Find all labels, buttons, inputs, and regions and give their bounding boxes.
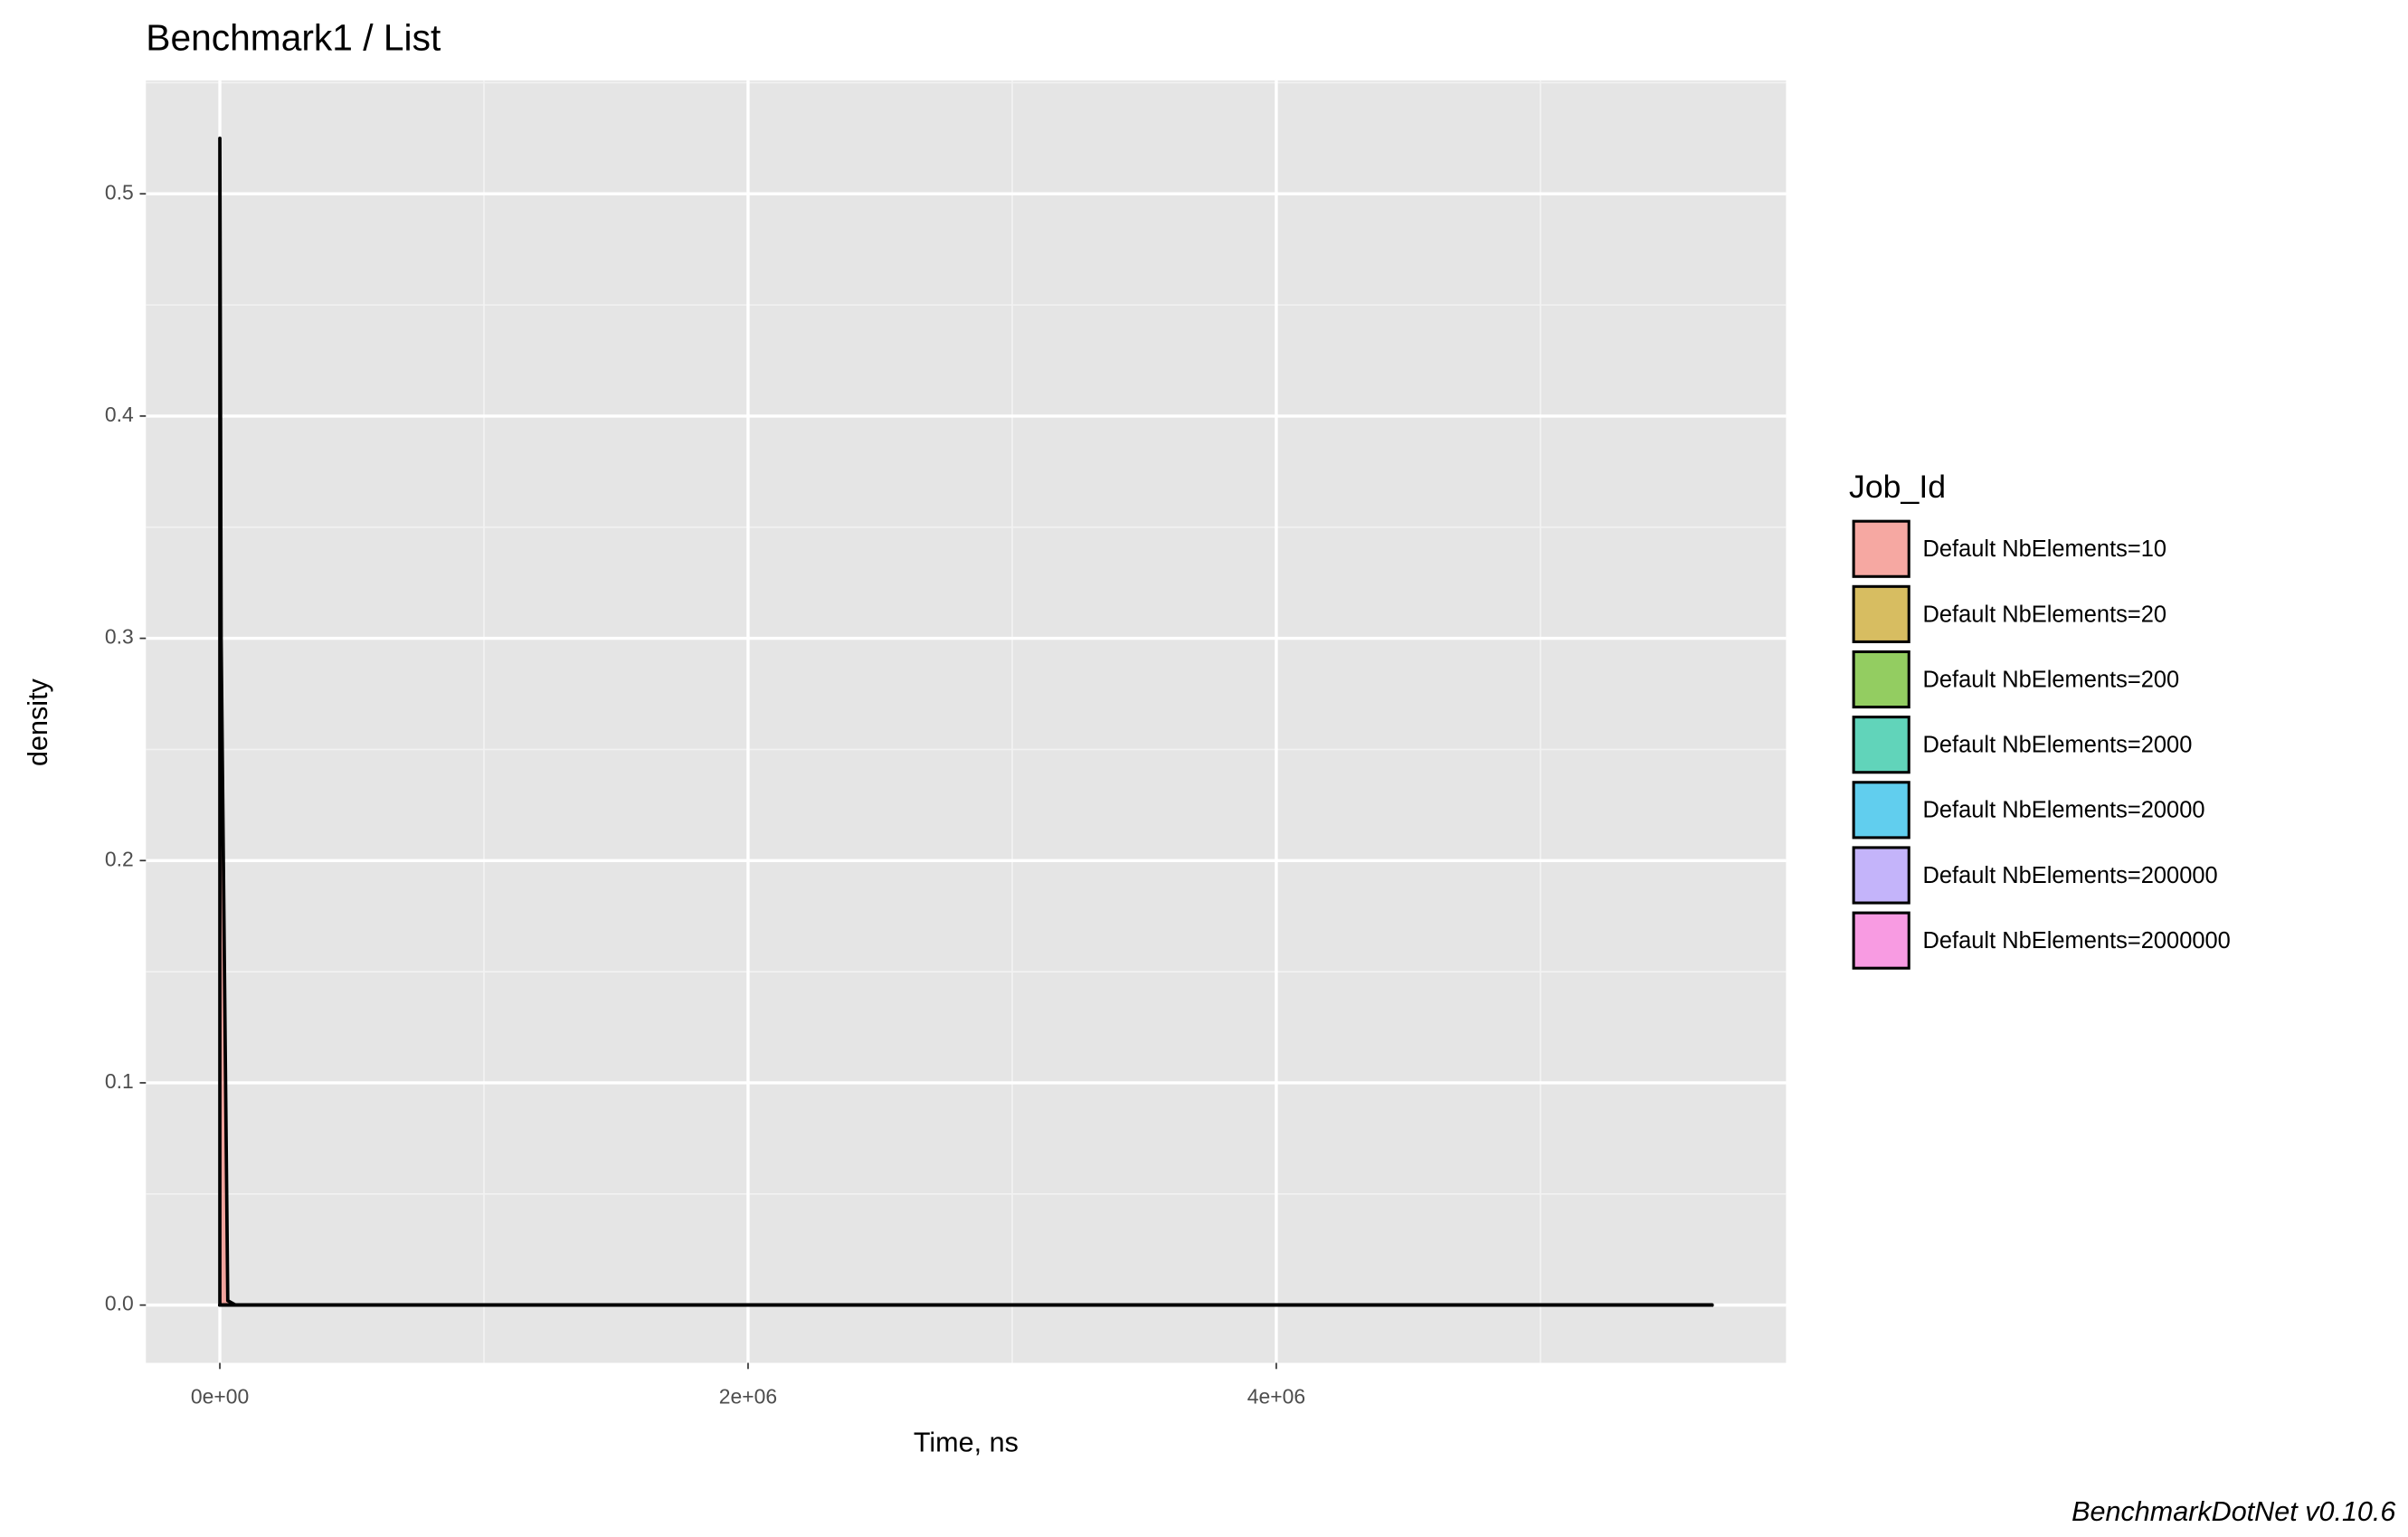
legend-label: Default NbElements=10 — [1923, 536, 2167, 562]
legend-key — [1852, 650, 1910, 709]
panel — [146, 80, 1787, 1363]
legend-key — [1852, 716, 1910, 774]
y-axis-title: density — [23, 678, 53, 766]
x-tick-label: 2e+06 — [719, 1385, 777, 1409]
y-tick-label: 0.3 — [105, 625, 134, 649]
y-tick-label: 0.1 — [105, 1069, 134, 1093]
x-tick-label: 4e+06 — [1247, 1385, 1305, 1409]
y-tick-label: 0.4 — [105, 403, 134, 426]
legend-key — [1852, 911, 1910, 970]
y-tick-label: 0.2 — [105, 847, 134, 870]
x-tick-label: 0e+00 — [191, 1385, 249, 1409]
legend-label: Default NbElements=20 — [1923, 602, 2167, 627]
legend-key — [1852, 846, 1910, 905]
y-tick-label: 0.5 — [105, 180, 134, 204]
legend-label: Default NbElements=200000 — [1923, 863, 2218, 888]
legend-title: Job_Id — [1849, 469, 1946, 505]
chart-title: Benchmark1 / List — [146, 17, 441, 59]
legend-label: Default NbElements=2000000 — [1923, 928, 2231, 954]
legend-key — [1852, 781, 1910, 840]
y-tick-label: 0.0 — [105, 1292, 134, 1315]
legend-label: Default NbElements=20000 — [1923, 798, 2205, 823]
legend-key — [1852, 519, 1910, 578]
legend-label: Default NbElements=2000 — [1923, 733, 2193, 758]
x-axis-title: Time, ns — [914, 1428, 1019, 1458]
legend-key — [1852, 584, 1910, 643]
caption: BenchmarkDotNet v0.10.6 — [2071, 1496, 2395, 1527]
legend-label: Default NbElements=200 — [1923, 667, 2180, 692]
